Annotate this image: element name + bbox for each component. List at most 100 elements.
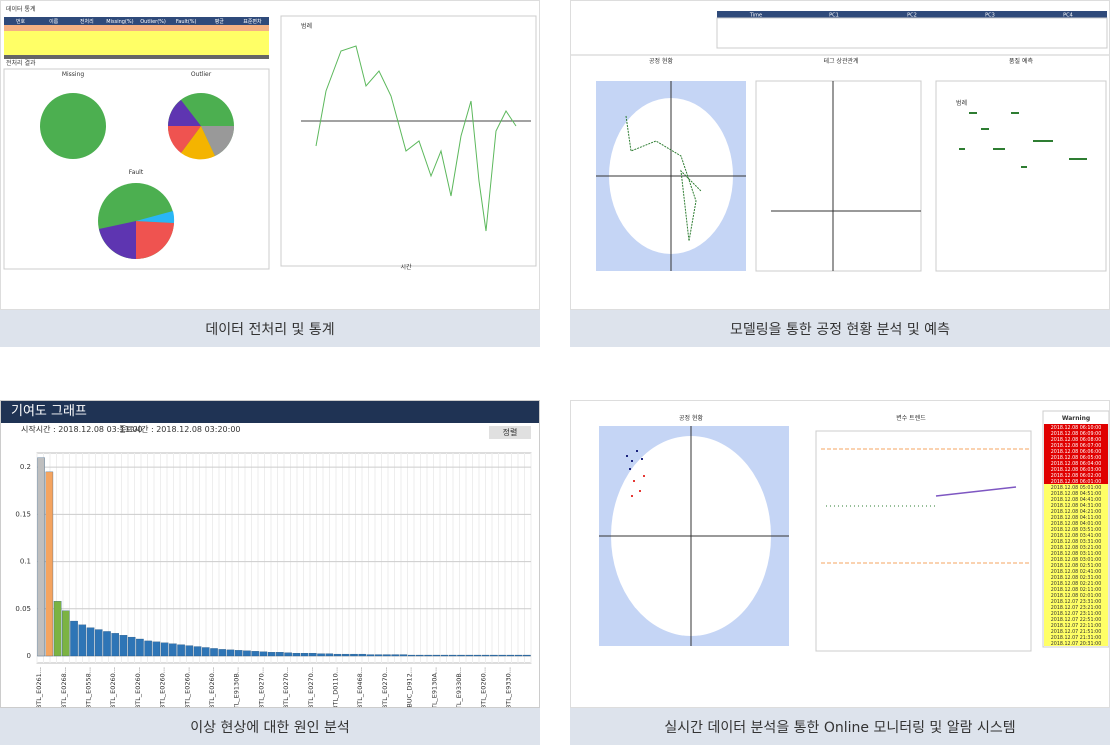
- bar: [416, 654, 424, 657]
- x-tick-label: BTL_E9330B...: [455, 667, 463, 708]
- warning-time: 2018.12.07 22:51:00: [1051, 617, 1102, 623]
- caption: 실시간 데이터 분석을 통한 Online 모니터링 및 알람 시스템: [570, 708, 1110, 745]
- x-tick-label: BTL_E0268...: [60, 667, 68, 708]
- x-tick-label: BTL_E9130B...: [233, 667, 241, 708]
- warning-time: 2018.12.08 02:01:00: [1051, 593, 1102, 599]
- contribution-chart: 시작시간 : 2018.12.08 03:11:00 종료시간 : 2018.1…: [15, 424, 532, 708]
- warning-row: [1044, 454, 1108, 460]
- warning-row: [1044, 448, 1108, 454]
- pie-slice: [201, 126, 235, 156]
- warning-time: 2018.12.07 23:11:00: [1051, 611, 1102, 617]
- table-header-cell: 전처리: [80, 18, 94, 25]
- warning-row: [1044, 640, 1108, 646]
- bar: [62, 610, 70, 657]
- warning-row: [1044, 442, 1108, 448]
- bar: [391, 654, 399, 657]
- bar: [53, 601, 62, 657]
- caption: 모델링을 통한 공정 현황 분석 및 예측: [570, 310, 1110, 347]
- bar: [160, 642, 169, 657]
- warning-row: [1044, 430, 1108, 436]
- bar: [506, 654, 515, 657]
- bar: [292, 653, 301, 657]
- warning-time: 2018.12.07 22:11:00: [1051, 623, 1102, 629]
- warning-row: [1044, 526, 1108, 532]
- warning-row: [1044, 466, 1108, 472]
- warning-time: 2018.12.08 04:11:00: [1051, 515, 1102, 521]
- warning-time: 2018.12.08 06:06:00: [1051, 449, 1102, 455]
- warning-time: 2018.12.08 03:41:00: [1051, 533, 1102, 539]
- bar: [185, 645, 194, 657]
- warning-row: [1044, 460, 1108, 466]
- bar: [193, 646, 202, 657]
- table-header: [4, 17, 269, 25]
- warning-row: [1044, 436, 1108, 442]
- pie-slice: [168, 100, 201, 126]
- warning-row: [1044, 634, 1108, 640]
- warning-row: [1044, 532, 1108, 538]
- warning-row: [1044, 604, 1108, 610]
- y-tick-label: 0.05: [15, 605, 31, 613]
- section-title: 공정 현황: [679, 414, 703, 422]
- corr-plot: [755, 80, 922, 272]
- warning-time: 2018.12.08 04:21:00: [1051, 509, 1102, 515]
- bar: [144, 640, 152, 657]
- bar: [218, 649, 227, 657]
- bar: [202, 647, 210, 657]
- warning-time: 2018.12.08 06:05:00: [1051, 455, 1102, 461]
- warning-time: 2018.12.08 02:41:00: [1051, 569, 1102, 575]
- sort-button[interactable]: [489, 426, 531, 439]
- warning-time: 2018.12.08 02:21:00: [1051, 581, 1102, 587]
- bar: [432, 654, 441, 657]
- warning-row: [1044, 472, 1108, 478]
- warning-row: [1044, 478, 1108, 484]
- table-header-cell: PC4: [1063, 13, 1073, 19]
- bar: [449, 654, 457, 657]
- bar: [366, 654, 375, 657]
- pie-slice: [167, 126, 201, 153]
- warning-time: 2018.12.08 06:08:00: [1051, 437, 1102, 443]
- warning-time: 2018.12.08 02:11:00: [1051, 587, 1102, 593]
- quality-marks: [959, 112, 1087, 168]
- trend-plot: [815, 430, 1032, 652]
- warning-time: 2018.12.08 02:31:00: [1051, 575, 1102, 581]
- bar: [350, 653, 358, 657]
- pca-points: [631, 475, 645, 497]
- bar: [481, 654, 490, 657]
- warning-row: [1044, 490, 1108, 496]
- warning-row: [1044, 424, 1108, 430]
- warning-row: [1044, 550, 1108, 556]
- monitoring-view: 공정 현황 변수 트렌드 Warning 2018.12.08 06:10:00…: [599, 410, 1109, 652]
- warning-time: 2018.12.07 23:31:00: [1051, 599, 1102, 605]
- pie-title: Outlier: [191, 71, 212, 78]
- bar: [152, 641, 161, 657]
- warning-row: [1044, 580, 1108, 586]
- warning-time: 2018.12.08 03:21:00: [1051, 545, 1102, 551]
- bar: [440, 654, 449, 657]
- bar: [127, 636, 136, 657]
- bar: [111, 633, 119, 657]
- warning-time: 2018.12.08 06:03:00: [1051, 467, 1102, 473]
- table-header-cell: PC1: [829, 13, 839, 19]
- x-label: 시간: [400, 263, 412, 271]
- warning-row: [1044, 628, 1108, 634]
- bar: [407, 654, 416, 657]
- bar: [383, 654, 391, 657]
- warning-row: [1044, 586, 1108, 592]
- bar: [86, 627, 95, 657]
- table-header-cell: 표준편차: [243, 18, 262, 25]
- y-tick-label: 0: [27, 652, 31, 660]
- warning-row: [1044, 622, 1108, 628]
- x-tick-label: BTL_E0260...: [134, 667, 142, 708]
- section-title: 품질 예측: [1009, 57, 1033, 65]
- bar: [374, 654, 383, 657]
- sort-button-label[interactable]: 정렬: [503, 427, 518, 437]
- pie-slice: [136, 211, 175, 223]
- pie-title: Missing: [62, 71, 85, 78]
- x-tick-label: BTL_E0270...: [307, 667, 315, 708]
- warning-time: 2018.12.08 06:07:00: [1051, 443, 1102, 449]
- warning-time: 2018.12.08 04:01:00: [1051, 521, 1102, 527]
- y-tick-label: 0.2: [20, 463, 31, 471]
- warning-time: 2018.12.08 05:01:00: [1051, 485, 1102, 491]
- x-tick-label: BTL_E0260...: [480, 667, 488, 708]
- bar: [234, 650, 243, 657]
